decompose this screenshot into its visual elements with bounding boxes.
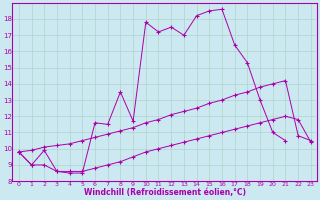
X-axis label: Windchill (Refroidissement éolien,°C): Windchill (Refroidissement éolien,°C)	[84, 188, 246, 197]
